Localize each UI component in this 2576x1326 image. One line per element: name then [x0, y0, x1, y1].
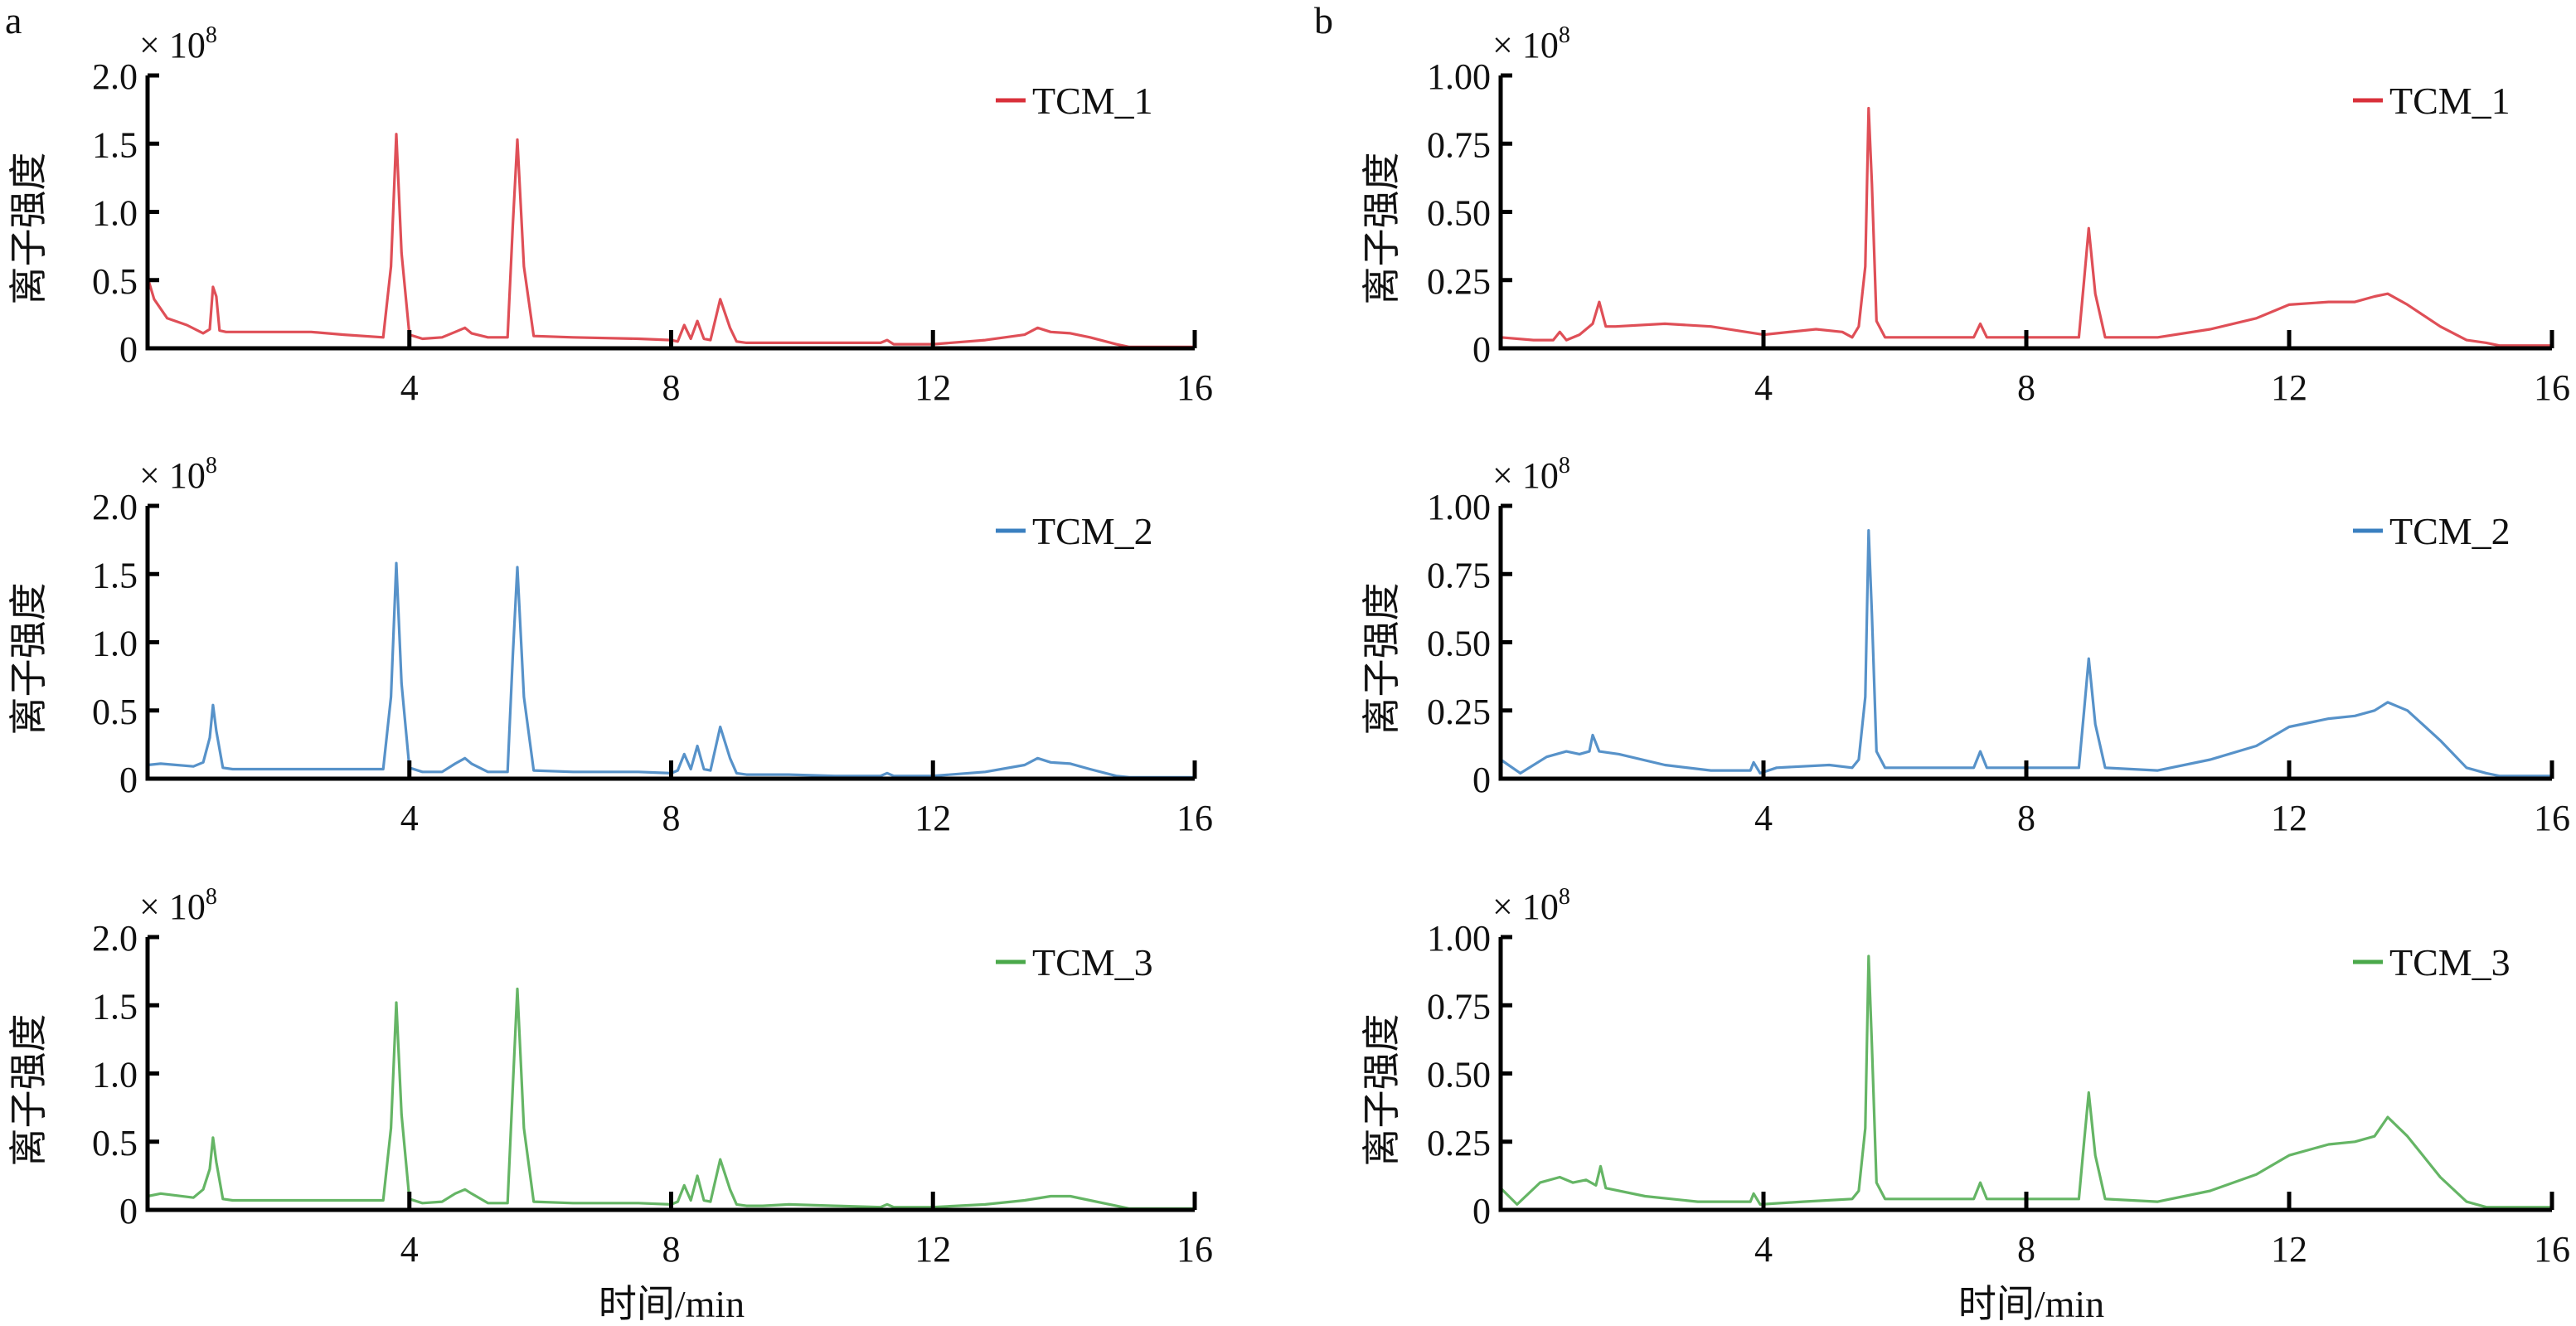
y-tick-label: 1.00 — [1427, 487, 1491, 527]
legend-label: TCM_2 — [2389, 510, 2511, 552]
axis-lines — [145, 506, 1195, 781]
x-tick-label: 16 — [1176, 1229, 1213, 1270]
y-tick-label: 0 — [119, 760, 138, 800]
x-tick-label: 4 — [1754, 798, 1773, 838]
x-tick-label: 16 — [1176, 798, 1213, 838]
y-tick-label: 0.75 — [1427, 555, 1491, 595]
x-tick-label: 12 — [2271, 367, 2307, 408]
y-tick-label: 1.00 — [1427, 56, 1491, 97]
trace-tcm-3 — [147, 987, 1195, 1210]
x-tick-label: 16 — [2534, 1229, 2570, 1270]
y-tick-label: 0 — [119, 1191, 138, 1231]
x-tick-label: 4 — [1754, 1229, 1773, 1270]
y-tick-label: 0.50 — [1427, 1055, 1491, 1095]
y-tick-label: 1.5 — [92, 986, 138, 1027]
x-tick-label: 12 — [2271, 1229, 2307, 1270]
y-tick-label: 2.0 — [92, 56, 138, 97]
y-tick-label: 0 — [1472, 760, 1491, 800]
y-tick-label: 0 — [1472, 329, 1491, 370]
trace-tcm-2 — [1500, 529, 2552, 778]
y-tick-label: 1.5 — [92, 555, 138, 595]
y-tick-label: 1.5 — [92, 124, 138, 165]
y-multiplier-label: × 108 — [139, 22, 217, 66]
x-tick-label: 8 — [2017, 798, 2035, 838]
legend-label: TCM_1 — [2389, 80, 2511, 122]
x-tick-label: 12 — [914, 1229, 951, 1270]
trace-tcm-3 — [1499, 954, 2552, 1209]
subplot-a-tcm-2: 0 0.5 1.0 1.5 2.0 4 8 12 16 × 108 离子强度 TCM_2 — [7, 453, 1213, 838]
x-tick-label: 8 — [2017, 367, 2035, 408]
x-axis-label-b: 时间/min — [1958, 1283, 2104, 1325]
y-axis-label: 离子强度 — [1361, 583, 1403, 736]
y-tick-label: 0.25 — [1427, 261, 1491, 302]
y-multiplier-label: × 108 — [1492, 884, 1570, 927]
panel-letter-b: b — [1314, 0, 1333, 41]
y-tick-label: 1.0 — [92, 193, 138, 234]
x-tick-label: 4 — [1754, 367, 1773, 408]
panel-letter-a: a — [5, 0, 22, 41]
x-tick-label: 8 — [2017, 1229, 2035, 1270]
x-tick-label: 12 — [2271, 798, 2307, 838]
x-tick-label: 16 — [1176, 367, 1213, 408]
y-tick-label: 0.5 — [92, 1123, 138, 1163]
legend-label: TCM_3 — [1032, 941, 1153, 984]
y-tick-label: 0.50 — [1427, 193, 1491, 234]
x-tick-label: 12 — [914, 367, 951, 408]
x-tick-label: 4 — [400, 798, 419, 838]
trace-tcm-1 — [1500, 106, 2552, 347]
legend-label: TCM_2 — [1032, 510, 1153, 552]
y-axis-label: 离子强度 — [7, 153, 50, 305]
y-tick-label: 0.75 — [1427, 124, 1491, 165]
x-tick-label: 4 — [400, 1229, 419, 1270]
x-tick-label: 8 — [662, 367, 681, 408]
subplot-b-tcm-1: 0 0.25 0.50 0.75 1.00 4 8 12 16 × 108 离子强度 TCM_1 — [1361, 22, 2570, 408]
y-multiplier-label: × 108 — [139, 884, 217, 927]
trace-tcm-2 — [147, 561, 1195, 779]
x-tick-label: 8 — [662, 798, 681, 838]
y-tick-label: 0.25 — [1427, 1123, 1491, 1163]
y-axis-label: 离子强度 — [7, 1014, 50, 1167]
y-tick-label: 0.25 — [1427, 692, 1491, 732]
subplot-a-tcm-1: 0 0.5 1.0 1.5 2.0 4 8 12 16 × 108 离子强度 TCM_1 — [7, 22, 1213, 408]
x-tick-label: 8 — [662, 1229, 681, 1270]
y-tick-label: 0 — [1472, 1191, 1491, 1231]
x-axis-label-a: 时间/min — [599, 1283, 745, 1325]
y-tick-label: 1.00 — [1427, 918, 1491, 959]
x-tick-label: 16 — [2534, 367, 2570, 408]
y-tick-label: 1.0 — [92, 624, 138, 664]
axis-lines — [1498, 75, 2552, 351]
y-axis-label: 离子强度 — [1361, 1014, 1403, 1167]
legend-label: TCM_1 — [1032, 80, 1153, 122]
axis-lines — [1498, 937, 2552, 1212]
y-axis-label: 离子强度 — [1361, 153, 1403, 305]
x-tick-label: 16 — [2534, 798, 2570, 838]
y-multiplier-label: × 108 — [1492, 22, 1570, 66]
y-tick-label: 0.5 — [92, 261, 138, 302]
subplot-b-tcm-2: 0 0.25 0.50 0.75 1.00 4 8 12 16 × 108 离子强度 TCM_2 — [1361, 453, 2570, 838]
axis-lines — [145, 937, 1195, 1212]
axis-lines — [145, 75, 1195, 351]
y-tick-label: 0.5 — [92, 692, 138, 732]
y-tick-label: 0.50 — [1427, 624, 1491, 664]
y-tick-label: 2.0 — [92, 918, 138, 959]
y-multiplier-label: × 108 — [1492, 453, 1570, 496]
subplot-a-tcm-3: 0 0.5 1.0 1.5 2.0 4 8 12 16 × 108 离子强度 TCM_3 — [7, 884, 1213, 1270]
y-axis-label: 离子强度 — [7, 583, 50, 736]
axis-lines — [1498, 506, 2552, 781]
y-tick-label: 0 — [119, 329, 138, 370]
y-tick-label: 0.75 — [1427, 986, 1491, 1027]
legend-label: TCM_3 — [2389, 941, 2511, 984]
y-tick-label: 1.0 — [92, 1055, 138, 1095]
subplot-b-tcm-3: 0 0.25 0.50 0.75 1.00 4 8 12 16 × 108 离子强度 TCM_3 — [1361, 884, 2570, 1270]
y-multiplier-label: × 108 — [139, 453, 217, 496]
x-tick-label: 4 — [400, 367, 419, 408]
x-tick-label: 12 — [914, 798, 951, 838]
y-tick-label: 2.0 — [92, 487, 138, 527]
trace-tcm-1 — [146, 133, 1195, 348]
